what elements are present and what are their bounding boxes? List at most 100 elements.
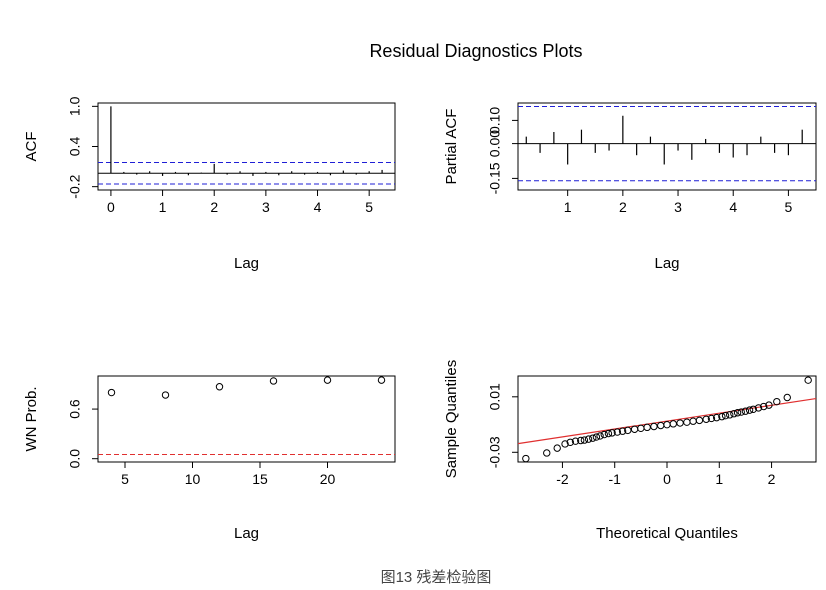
data-point [657,421,665,430]
data-point [754,404,763,412]
y-axis-label: WN Prob. [23,386,40,451]
data-point [584,435,593,443]
data-point [760,402,768,411]
data-point [689,417,697,425]
data-point [707,414,716,423]
data-point [543,449,551,457]
data-point [726,411,734,419]
data-point [718,412,726,421]
chart-qq: -2 -1 0 1 2 -0.03 0.01 Theoretical Quantiles Sam… [443,360,817,542]
data-point [733,409,742,417]
y-tick-label: 0.4 [67,137,83,157]
data-point [783,393,791,402]
data-point [643,423,651,432]
figure-caption: 图13 残差检验图 [381,569,492,586]
x-axis-label: Lag [654,255,679,272]
chart-pacf: 1 2 3 4 5 -0.15 0.000.10 Lag Partial ACF [443,102,817,272]
y-axis-label: Sample Quantiles [443,360,460,478]
x-tick-label: 5 [365,199,373,215]
data-point [608,429,616,437]
x-tick-label: 4 [314,199,322,215]
data-point [773,397,781,406]
data-point [577,436,585,445]
x-tick-label: 10 [185,471,201,487]
x-tick-label: 3 [674,199,682,215]
data-point [618,427,627,435]
x-tick-label: 1 [159,199,167,215]
data-point [695,416,704,425]
plot-frame [517,102,817,191]
data-point [571,437,580,445]
data-point [600,430,608,439]
data-point [804,376,812,384]
y-axis-label: Partial ACF [443,109,460,185]
data-point [580,436,589,444]
data-point [613,428,622,436]
y-tick-label: -0.2 [67,174,83,198]
x-axis-label: Lag [234,255,259,272]
y-tick-label: -0.03 [487,436,503,468]
y-tick-label: 0.0 [67,449,83,469]
data-point [712,413,721,422]
x-tick-label: 2 [210,199,218,215]
data-point [323,376,332,384]
data-point [676,419,684,427]
x-tick-label: 15 [252,471,268,487]
data-point [269,377,278,385]
figure-title: Residual Diagnostics Plots [369,41,582,61]
y-tick-label: 1.0 [67,96,83,116]
data-point [650,422,658,431]
data-point [765,401,773,409]
x-tick-label: -2 [556,471,569,487]
data-point [161,391,170,399]
x-tick-label: 2 [768,471,776,487]
data-point [683,418,691,426]
chart-ljung-box: 5 10 15 20 0.0 0.6 Lag WN Prob. [23,375,396,542]
data-point [589,434,597,442]
data-point [730,410,738,418]
y-tick-label: 0.01 [487,383,503,410]
data-point [624,426,632,435]
x-tick-label: 1 [564,199,572,215]
y-tick-label: 0.6 [67,399,83,419]
data-point [741,407,750,415]
x-tick-label: 1 [715,471,723,487]
data-point [561,440,569,448]
x-axis-label: Theoretical Quantiles [596,525,738,542]
data-point [702,415,710,423]
data-point [107,388,116,397]
data-point [737,408,745,416]
data-point [377,376,386,384]
x-tick-label: 20 [320,471,336,487]
data-point [596,432,604,440]
x-tick-label: 0 [663,471,671,487]
x-axis-label: Lag [234,525,259,542]
plot-frame [97,375,396,463]
data-point [637,424,645,432]
data-point [604,429,613,438]
x-tick-label: 4 [729,199,737,215]
data-point [522,454,530,463]
chart-acf: 0 1 2 3 4 5 -0.2 0.4 1.0 Lag ACF [23,96,396,272]
y-tick-label: 0.00 [487,130,503,157]
y-tick-label: 0.10 [487,107,503,134]
data-point [592,433,601,441]
plot-frame [517,375,817,463]
data-point [749,405,757,413]
data-point [745,406,754,414]
x-tick-label: 3 [262,199,270,215]
data-point [630,425,639,433]
data-point [553,444,561,452]
x-tick-label: -1 [608,471,621,487]
x-tick-label: 5 [785,199,793,215]
data-point [566,438,574,447]
data-point [721,411,730,420]
data-point [669,420,677,428]
x-tick-label: 5 [121,471,129,487]
x-tick-label: 2 [619,199,627,215]
x-tick-label: 0 [107,199,115,215]
y-axis-label: ACF [23,132,40,162]
data-point [663,420,671,429]
plot-frame [97,102,396,191]
